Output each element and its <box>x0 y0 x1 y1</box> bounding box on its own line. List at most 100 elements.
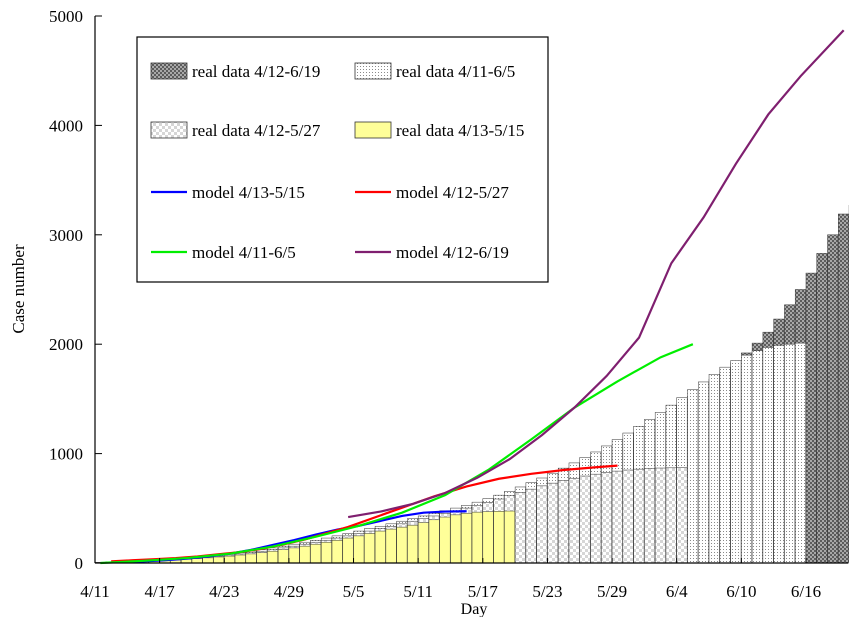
bar <box>493 511 505 564</box>
x-tick-label: 4/17 <box>145 582 176 601</box>
bar <box>536 485 548 564</box>
bar <box>364 533 376 564</box>
bar <box>633 468 645 564</box>
legend-label: real data 4/11-6/5 <box>396 62 515 81</box>
bar <box>450 514 462 564</box>
bar <box>838 213 849 564</box>
bar <box>461 512 472 564</box>
y-tick-label: 1000 <box>49 445 83 464</box>
bar <box>579 475 591 564</box>
legend-swatch <box>150 62 188 80</box>
x-tick-label: 5/23 <box>532 582 562 601</box>
bar <box>590 473 602 564</box>
model-line-4 <box>347 29 845 519</box>
x-tick-label: 4/11 <box>80 582 110 601</box>
bar <box>665 467 677 564</box>
x-tick-label: 5/29 <box>597 582 627 601</box>
legend-label: model 4/12-5/27 <box>396 183 509 202</box>
bar <box>439 516 451 564</box>
bar <box>482 511 494 564</box>
x-tick-label: 6/10 <box>726 582 756 601</box>
bar <box>568 477 580 564</box>
bar <box>299 545 311 564</box>
bar <box>224 555 235 564</box>
bar <box>805 272 817 564</box>
y-tick-label: 2000 <box>49 335 83 354</box>
bar <box>202 557 214 564</box>
bar <box>547 482 559 564</box>
bar <box>762 347 774 564</box>
bar <box>234 554 246 564</box>
bar <box>654 467 666 564</box>
bar <box>504 510 516 564</box>
bar <box>687 389 699 564</box>
bar <box>385 528 397 564</box>
x-tick-label: 4/23 <box>209 582 239 601</box>
x-tick-label: 5/5 <box>343 582 365 601</box>
y-tick-label: 5000 <box>49 7 83 26</box>
bar <box>267 550 279 564</box>
bar <box>698 381 709 564</box>
y-tick-label: 3000 <box>49 226 83 245</box>
bar <box>396 526 408 564</box>
legend-label: model 4/12-6/19 <box>396 243 509 262</box>
bar <box>353 535 365 564</box>
bar <box>751 350 763 564</box>
bar <box>256 552 268 564</box>
bar <box>827 234 839 564</box>
bar <box>719 366 731 564</box>
legend-swatch <box>150 121 188 139</box>
legend-swatch <box>354 121 392 139</box>
bar <box>730 360 742 564</box>
bar <box>213 556 225 564</box>
model-line-3 <box>100 343 694 565</box>
legend-label: real data 4/12-6/19 <box>192 62 320 81</box>
legend-label: real data 4/13-5/15 <box>396 121 524 140</box>
model-lines-layer <box>100 29 845 565</box>
bar <box>741 354 753 564</box>
bar <box>676 467 688 564</box>
bar <box>407 524 419 564</box>
bar <box>644 468 656 564</box>
bar <box>601 472 613 564</box>
bar <box>622 469 634 564</box>
bar <box>525 488 537 564</box>
bar <box>611 470 623 564</box>
bar <box>417 522 429 564</box>
legend-swatch <box>354 62 392 80</box>
x-tick-label: 4/29 <box>274 582 304 601</box>
bar <box>331 539 343 564</box>
legend-label: model 4/13-5/15 <box>192 183 305 202</box>
legend-label: real data 4/12-5/27 <box>192 121 321 140</box>
bar <box>342 537 354 564</box>
bar <box>310 543 322 564</box>
bar <box>773 345 785 564</box>
bar <box>784 343 796 564</box>
bar <box>374 530 386 564</box>
bar <box>816 253 828 564</box>
bar <box>191 558 203 564</box>
bar <box>794 342 806 564</box>
bar <box>245 553 257 564</box>
bar <box>277 549 289 564</box>
bar <box>471 511 483 564</box>
bar <box>320 541 332 564</box>
bar <box>288 547 300 564</box>
legend-box <box>136 36 549 283</box>
x-tick-label: 6/16 <box>791 582 821 601</box>
bar-series-4 <box>116 510 516 564</box>
bar <box>557 480 569 564</box>
legend: real data 4/12-6/19 real data 4/11-6/5 rea… <box>136 36 549 283</box>
y-tick-label: 0 <box>75 554 84 573</box>
bar <box>428 519 440 564</box>
x-tick-label: 5/11 <box>403 582 433 601</box>
y-tick-label: 4000 <box>49 116 83 135</box>
legend-label: model 4/11-6/5 <box>192 243 296 262</box>
axes: 0 1000 2000 3000 4000 5000 4/11 4/17 4/23 4/29 5/5… <box>49 7 848 601</box>
bar <box>708 374 720 564</box>
y-axis-label: Case number <box>9 244 28 334</box>
x-axis-label: Day <box>461 601 488 617</box>
bar <box>514 492 526 564</box>
x-tick-label: 5/17 <box>468 582 499 601</box>
